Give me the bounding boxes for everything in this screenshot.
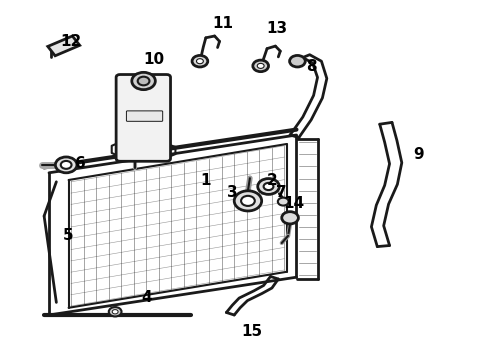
Text: 4: 4 <box>142 289 152 305</box>
Circle shape <box>241 196 255 206</box>
Text: 14: 14 <box>283 196 305 211</box>
Circle shape <box>290 55 305 67</box>
Text: 5: 5 <box>63 228 74 243</box>
FancyBboxPatch shape <box>126 111 163 121</box>
Circle shape <box>192 55 208 67</box>
Circle shape <box>253 60 269 72</box>
Circle shape <box>264 183 273 190</box>
Text: 15: 15 <box>242 324 263 339</box>
Circle shape <box>234 191 262 211</box>
Circle shape <box>132 72 155 90</box>
Circle shape <box>278 198 289 206</box>
Text: 11: 11 <box>213 16 233 31</box>
Circle shape <box>138 77 149 85</box>
FancyBboxPatch shape <box>116 75 171 161</box>
Text: 13: 13 <box>266 21 288 36</box>
Text: 12: 12 <box>60 34 82 49</box>
Text: 9: 9 <box>414 147 424 162</box>
Circle shape <box>282 212 298 224</box>
Circle shape <box>257 63 264 68</box>
Bar <box>48 36 80 56</box>
Circle shape <box>112 310 118 314</box>
Circle shape <box>55 157 77 173</box>
Text: 6: 6 <box>75 156 86 171</box>
Text: 8: 8 <box>306 59 317 74</box>
Circle shape <box>258 179 279 194</box>
Text: 10: 10 <box>144 52 165 67</box>
Circle shape <box>61 161 72 169</box>
Text: 2: 2 <box>267 172 277 188</box>
Circle shape <box>109 307 122 316</box>
Text: 1: 1 <box>200 172 211 188</box>
Text: 7: 7 <box>276 185 287 200</box>
Circle shape <box>196 59 203 64</box>
Text: 3: 3 <box>227 185 238 200</box>
